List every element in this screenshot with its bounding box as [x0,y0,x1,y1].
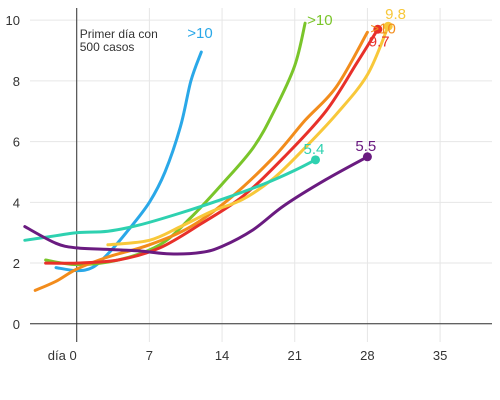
series-group [23,21,393,292]
series-line [33,30,369,292]
series-end-label: >10 [307,12,332,29]
series-end-marker [373,24,383,34]
grid [30,8,492,342]
series-end-marker [383,21,393,31]
y-tick-label: 6 [13,135,20,150]
series-line [106,24,390,247]
annotation-text: 500 casos [80,40,135,54]
axes: 0 2 4 6 8 10 día 0 7 14 21 28 35 [6,8,492,363]
x-tick-label: 7 [146,348,153,363]
y-tick-label: 2 [13,256,20,271]
series-end-label: >10 [370,20,395,37]
series-line [23,155,369,256]
x-tick-label: 21 [288,348,302,363]
x-tick-label: día 0 [48,348,77,363]
series-end-label: >10 [187,25,212,42]
series-line [44,27,380,265]
series-end-marker [311,155,321,165]
series-end-label: 9.7 [369,33,390,50]
annotation-text: Primer día con [80,27,158,41]
y-tick-label: 8 [13,74,20,89]
y-tick-label: 10 [6,13,20,28]
x-tick-label: 35 [433,348,447,363]
y-tick-label: 0 [13,317,20,332]
x-tick-label: 28 [360,348,374,363]
series-end-marker [362,152,372,162]
series-line [23,158,317,242]
series-end-label: 9.8 [385,6,406,23]
y-tick-label: 4 [13,195,20,210]
x-tick-label: 14 [215,348,229,363]
series-line [54,50,203,273]
series-end-label: 5.5 [355,138,376,155]
series-end-label: 5.4 [304,141,325,158]
